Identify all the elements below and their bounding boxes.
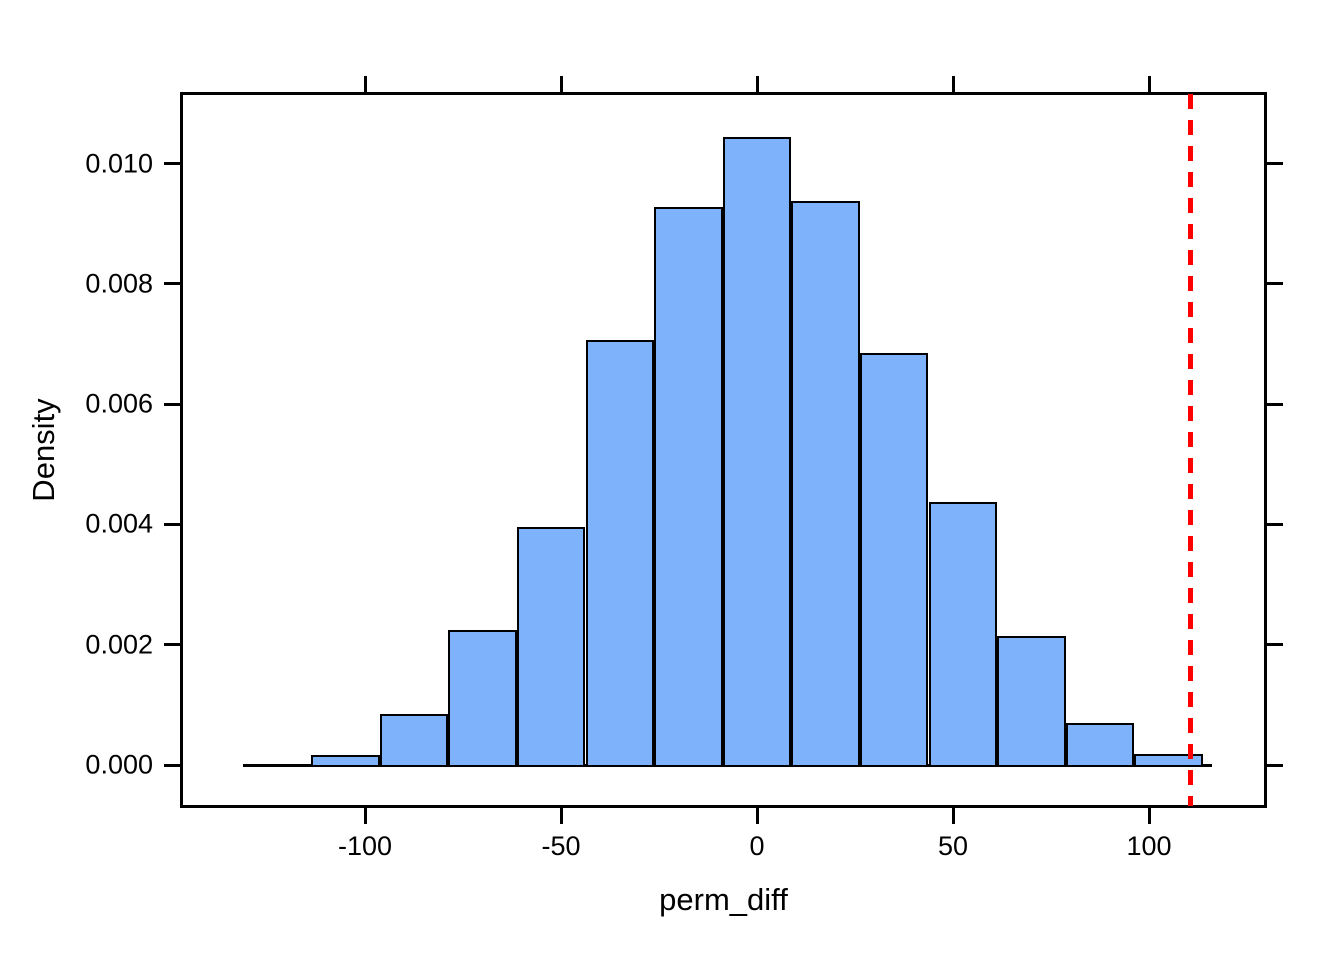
y-axis-tick-left	[164, 643, 180, 647]
y-axis-tick-right	[1267, 643, 1283, 647]
histogram-bar	[1134, 754, 1203, 767]
y-axis-tick-left	[164, 282, 180, 286]
histogram-bar	[791, 201, 860, 767]
histogram-bar	[379, 713, 449, 767]
x-axis-tick-top	[1147, 76, 1151, 92]
x-axis-tick-top	[951, 76, 955, 92]
y-axis-tick-right	[1267, 162, 1283, 165]
histogram-bar	[654, 206, 723, 767]
y-axis-tick-label: 0.006	[85, 388, 153, 419]
histogram-bar	[997, 636, 1066, 767]
x-axis-tick-label: -50	[541, 831, 581, 861]
y-axis-tick-left	[164, 162, 180, 165]
y-axis-tick-label: 0.002	[85, 629, 153, 660]
histogram-bar	[448, 630, 517, 767]
x-axis-tick-label: 0	[749, 831, 765, 861]
x-axis-tick-bottom	[559, 808, 563, 824]
x-axis-tick-top	[363, 76, 367, 92]
y-axis-tick-right	[1267, 282, 1283, 286]
y-axis-tick-left	[164, 763, 180, 767]
x-axis-tick-bottom	[951, 808, 955, 824]
y-axis-title: Density	[26, 398, 61, 502]
histogram-bar	[722, 137, 792, 767]
y-axis-tick-right	[1267, 763, 1283, 767]
observed-diff-line	[1188, 94, 1194, 806]
x-axis-tick-label: 100	[1126, 831, 1172, 861]
y-axis-tick-label: 0.008	[85, 268, 153, 299]
y-axis-tick-label: 0.010	[85, 148, 153, 178]
histogram-bar	[516, 526, 586, 767]
y-axis-tick-left	[164, 522, 180, 526]
y-axis-tick-left	[164, 402, 180, 406]
y-axis-tick-label: 0.000	[85, 749, 153, 780]
histogram-bar	[928, 502, 998, 767]
x-axis-tick-top	[559, 76, 563, 92]
histogram-bar	[859, 352, 929, 767]
x-axis-tick-bottom	[755, 808, 759, 824]
y-axis-tick-right	[1267, 402, 1283, 406]
x-axis-tick-bottom	[1147, 808, 1151, 824]
x-axis-tick-top	[755, 76, 759, 92]
y-axis-tick-label: 0.004	[85, 508, 153, 539]
histogram-bar	[1065, 722, 1135, 767]
y-axis-tick-right	[1267, 522, 1283, 526]
histogram-bar	[311, 754, 380, 767]
x-axis-tick-bottom	[363, 808, 367, 824]
x-axis-tick-label: 50	[937, 831, 969, 861]
x-axis-title: perm_diff	[659, 882, 788, 917]
histogram-bar	[585, 339, 655, 767]
x-axis-tick-label: -100	[337, 831, 393, 861]
